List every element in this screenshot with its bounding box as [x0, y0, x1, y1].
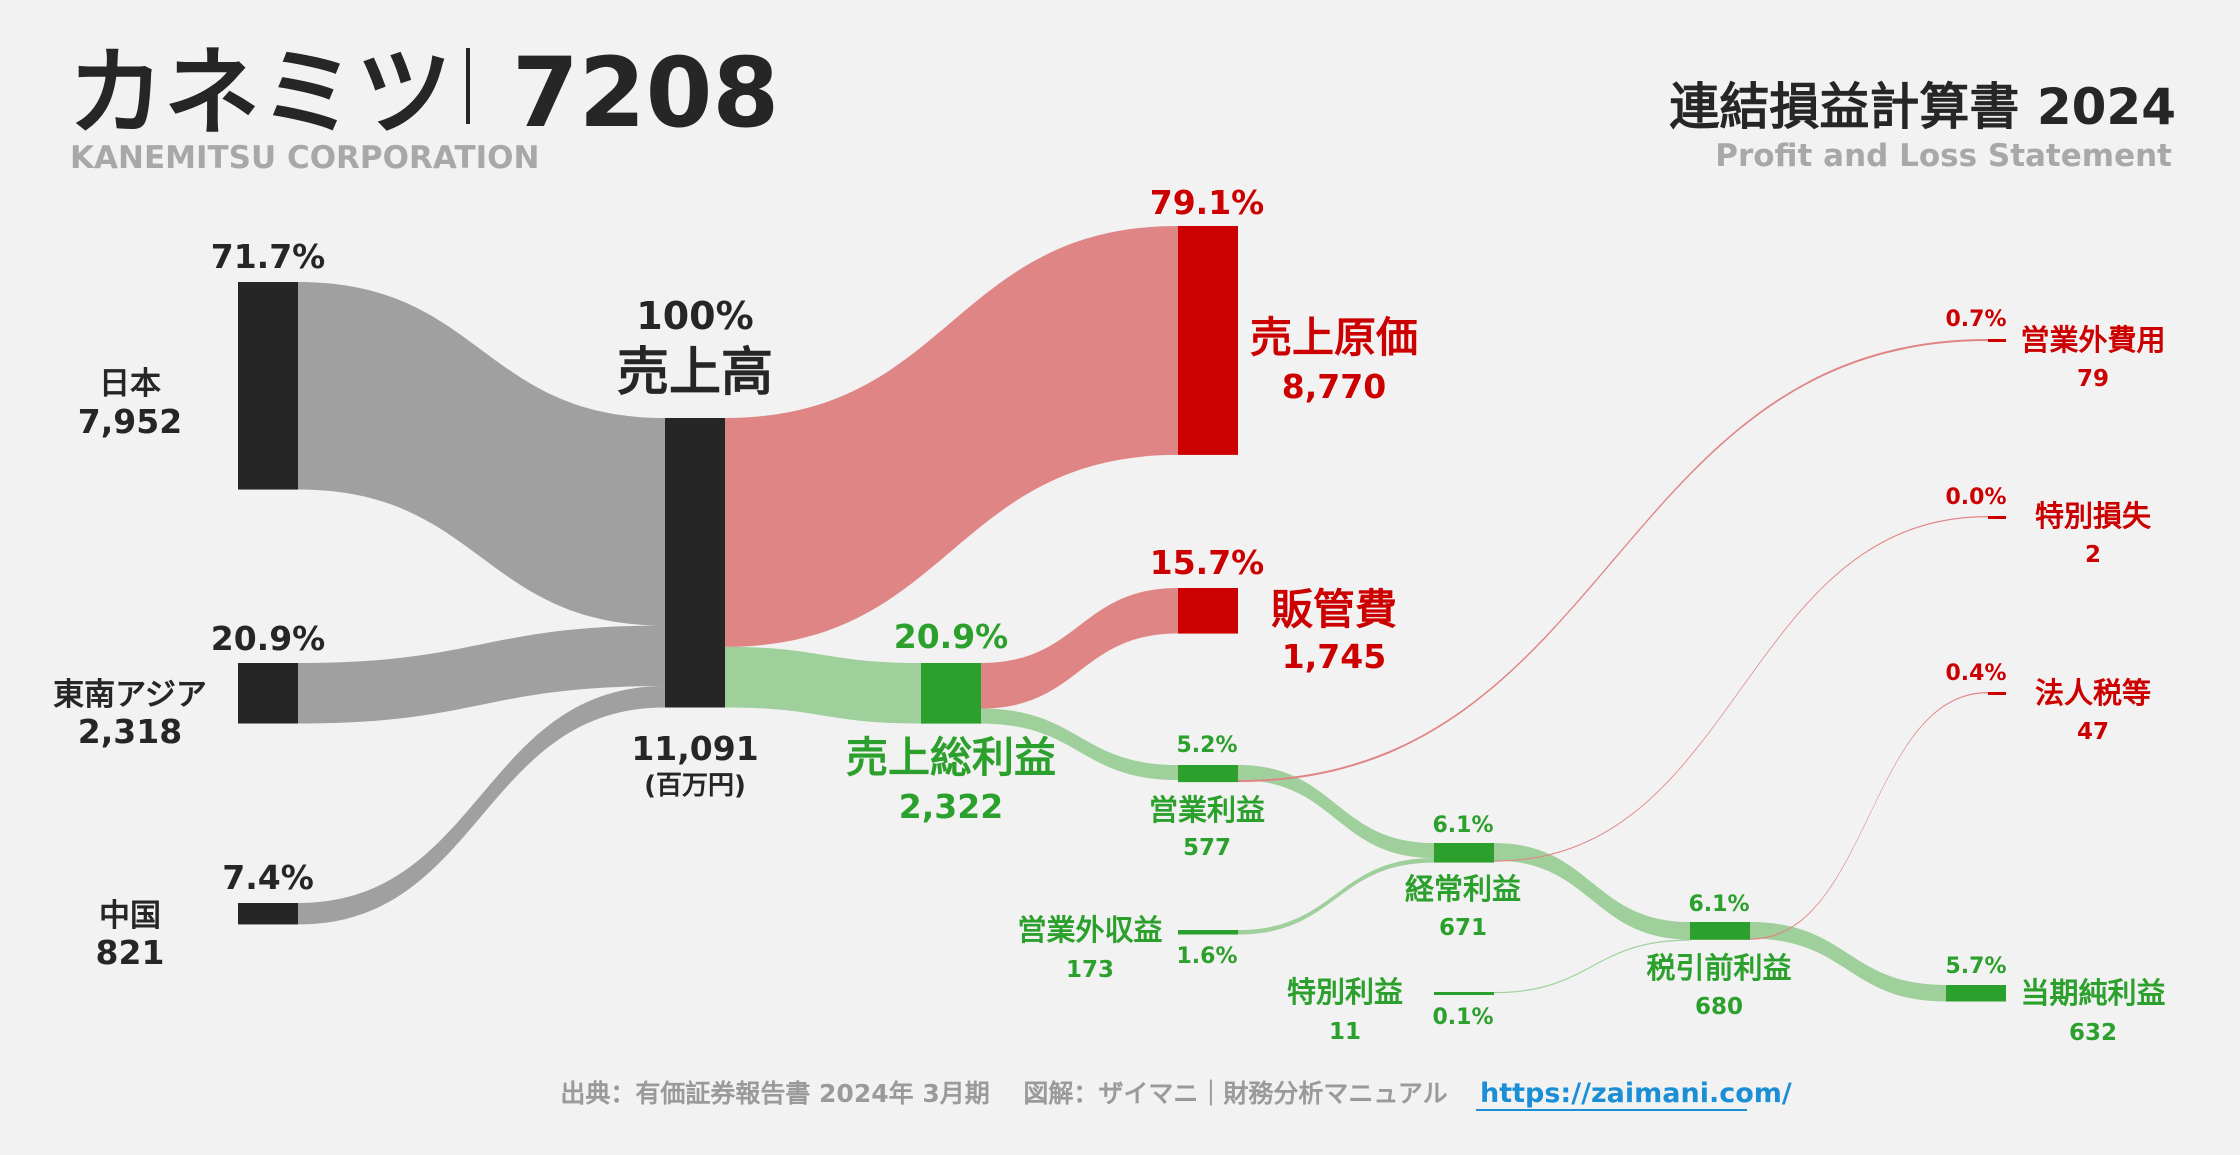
node-bar-cogs	[1178, 226, 1238, 455]
label-sea-value: 2,318	[78, 712, 182, 751]
footer-url[interactable]: https://zaimani.com/	[1480, 1078, 1792, 1109]
label-china-pct: 7.4%	[222, 858, 314, 897]
label-ordinary-value: 671	[1439, 915, 1487, 941]
label-tax-name: 法人税等	[2035, 676, 2151, 710]
flow-china-to-revenue	[298, 686, 665, 925]
label-nonop-exp-pct: 0.7%	[1945, 307, 2006, 332]
flow-ordinary-to-special_loss	[1494, 516, 1988, 862]
label-revenue-pct: 100%	[636, 294, 753, 338]
label-net-name: 当期純利益	[2020, 976, 2165, 1010]
label-sga-pct: 15.7%	[1150, 543, 1265, 582]
label-special-loss-value: 2	[2085, 542, 2101, 568]
label-tax-value: 47	[2077, 719, 2109, 745]
label-revenue-value: 11,091	[631, 729, 758, 768]
label-pretax-name: 税引前利益	[1646, 951, 1791, 985]
label-pretax-pct: 6.1%	[1688, 892, 1749, 917]
label-nonop-inc-pct: 1.6%	[1176, 944, 1237, 969]
label-cogs-name: 売上原価	[1250, 313, 1418, 362]
footer-source: 出典：有価証券報告書 2024年 3月期 図解：ザイマニ｜財務分析マニュアル	[560, 1079, 1447, 1108]
title-divider	[466, 48, 470, 124]
flow-gross-to-op	[981, 708, 1178, 781]
company-name: カネミツ	[68, 37, 452, 149]
label-op-name: 営業利益	[1149, 793, 1265, 827]
node-bar-japan	[238, 282, 298, 490]
label-japan-pct: 71.7%	[211, 237, 326, 276]
label-revenue-unit: (百万円)	[644, 771, 746, 801]
node-bar-special-loss	[1988, 516, 2006, 519]
label-gross-pct: 20.9%	[894, 617, 1009, 656]
flow-nonop_inc-to-ordinary	[1238, 858, 1434, 935]
label-nonop-inc-name: 営業外収益	[1017, 913, 1162, 947]
label-special-loss-pct: 0.0%	[1945, 485, 2006, 510]
label-tax-pct: 0.4%	[1945, 661, 2006, 686]
label-sga-name: 販管費	[1271, 585, 1397, 634]
flow-sea-to-revenue	[298, 625, 665, 724]
flow-japan-to-revenue	[298, 282, 665, 626]
flow-layer	[298, 226, 1988, 1002]
label-japan-value: 7,952	[78, 402, 182, 441]
label-op-pct: 5.2%	[1176, 733, 1237, 758]
node-bar-revenue	[665, 418, 725, 708]
flow-ordinary-to-pretax	[1494, 843, 1690, 940]
label-net-pct: 5.7%	[1945, 954, 2006, 979]
label-gross-value: 2,322	[899, 787, 1003, 826]
label-sea-name: 東南アジア	[53, 677, 207, 713]
node-bar-ordinary	[1434, 843, 1494, 863]
label-special-gain-name: 特別利益	[1287, 975, 1403, 1009]
label-revenue-name: 売上高	[617, 343, 773, 403]
node-bar-sea	[238, 663, 298, 724]
node-bar-net	[1946, 985, 2006, 1002]
node-bar-china	[238, 903, 298, 925]
footer-link[interactable]: https://zaimani.com/	[1476, 1078, 1792, 1111]
node-bar-pretax	[1690, 922, 1750, 940]
node-bar-special-gain	[1434, 992, 1494, 995]
label-china-value: 821	[96, 933, 165, 972]
flow-pretax-to-tax	[1750, 692, 1988, 940]
label-sga-value: 1,745	[1282, 637, 1386, 676]
flow-revenue-to-cogs	[725, 226, 1178, 647]
flow-revenue-to-gross	[725, 646, 921, 724]
flow-op-to-ordinary	[1238, 765, 1434, 859]
label-nonop-exp-name: 営業外費用	[2020, 323, 2165, 357]
node-bar-op	[1178, 765, 1238, 783]
label-special-gain-pct: 0.1%	[1432, 1005, 1493, 1030]
label-pretax-value: 680	[1695, 994, 1743, 1020]
node-bar-nonop-inc	[1178, 930, 1238, 935]
label-nonop-inc-value: 173	[1066, 957, 1114, 983]
statement-subtitle: Profit and Loss Statement	[1715, 138, 2172, 174]
flow-gross-to-sga	[981, 588, 1178, 709]
ticker-code: 7208	[512, 37, 779, 149]
flow-special_gain-to-pretax	[1494, 939, 1690, 994]
company-name-en: KANEMITSU CORPORATION	[70, 140, 539, 176]
node-bar-sga	[1178, 588, 1238, 634]
flow-op-to-nonop_exp	[1238, 339, 1988, 783]
node-bar-nonop-exp	[1988, 339, 2006, 342]
node-layer	[238, 226, 2006, 1002]
label-special-loss-name: 特別損失	[2035, 499, 2152, 533]
label-op-value: 577	[1183, 835, 1231, 861]
label-cogs-value: 8,770	[1282, 367, 1386, 406]
label-cogs-pct: 79.1%	[1150, 183, 1265, 222]
flow-pretax-to-net	[1750, 922, 1946, 1002]
label-gross-name: 売上総利益	[846, 733, 1056, 782]
label-net-value: 632	[2069, 1020, 2117, 1046]
label-ordinary-name: 経常利益	[1405, 872, 1521, 906]
label-sea-pct: 20.9%	[211, 619, 326, 658]
label-japan-name: 日本	[99, 366, 161, 402]
label-china-name: 中国	[99, 898, 161, 934]
footer-url-underline	[1476, 1109, 1747, 1111]
label-nonop-exp-value: 79	[2077, 366, 2109, 392]
label-special-gain-value: 11	[1329, 1019, 1361, 1045]
node-bar-tax	[1988, 692, 2006, 695]
statement-title: 連結損益計算書 2024	[1669, 78, 2176, 136]
label-ordinary-pct: 6.1%	[1432, 813, 1493, 838]
node-bar-gross	[921, 663, 981, 724]
